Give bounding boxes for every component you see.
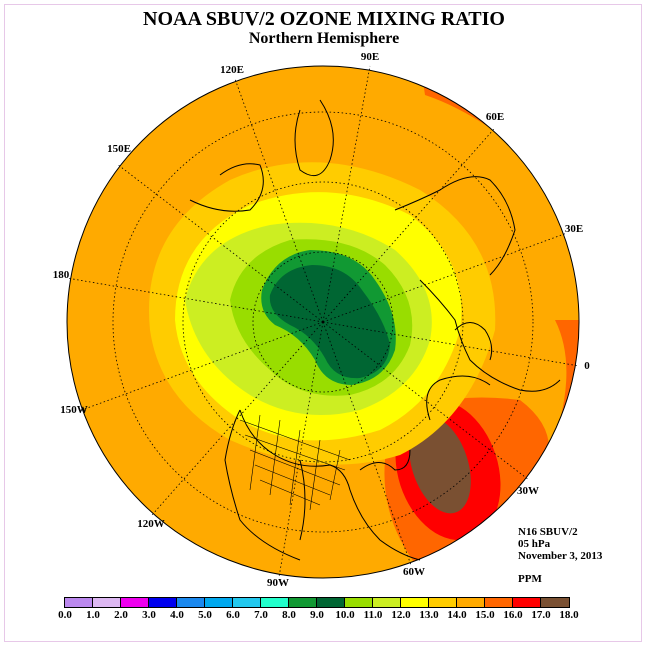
brown-peak xyxy=(409,416,471,514)
lon-label-60w: 60W xyxy=(403,566,425,578)
dark-green-core xyxy=(269,265,390,379)
colorbar-tick-label: 15.0 xyxy=(475,609,495,621)
colorbar-tick-label: 17.0 xyxy=(531,609,551,621)
date-label: November 3, 2013 xyxy=(518,550,603,562)
map-boundary xyxy=(66,65,580,579)
colorbar-tick-label: 0.0 xyxy=(58,609,72,621)
colorbar-tick-label: 9.0 xyxy=(310,609,324,621)
colorbar-cell xyxy=(233,598,261,607)
colorbar-cell xyxy=(457,598,485,607)
colorbar-tick-label: 8.0 xyxy=(282,609,296,621)
lon-label-150e: 150E xyxy=(107,143,131,155)
ozone-field xyxy=(67,66,579,578)
lon-label-30e: 30E xyxy=(564,223,584,235)
colorbar-tick-label: 16.0 xyxy=(503,609,523,621)
lon-label-180: 180 xyxy=(52,269,70,281)
colorbar-tick-label: 5.0 xyxy=(198,609,212,621)
colorbar-cell xyxy=(261,598,289,607)
colorbar-cell xyxy=(541,598,569,607)
colorbar-cell xyxy=(345,598,373,607)
lon-label-150w: 150W xyxy=(60,404,88,416)
map-title: NOAA SBUV/2 OZONE MIXING RATIO xyxy=(143,8,505,30)
colorbar-cell xyxy=(65,598,93,607)
lon-label-120w: 120W xyxy=(137,518,165,530)
pressure-level-label: 05 hPa xyxy=(518,538,551,550)
map-subtitle: Northern Hemisphere xyxy=(248,30,400,47)
colorbar-tick-label: 1.0 xyxy=(86,609,100,621)
colorbar-cell xyxy=(289,598,317,607)
colorbar-tick-label: 10.0 xyxy=(335,609,355,621)
colorbar-tick-label: 11.0 xyxy=(363,609,383,621)
colorbar-cell xyxy=(513,598,541,607)
lon-label-90w: 90W xyxy=(267,577,289,589)
colorbar-tick-label: 4.0 xyxy=(170,609,184,621)
colorbar-cell xyxy=(317,598,345,607)
colorbar-cell xyxy=(93,598,121,607)
colorbar-cell xyxy=(485,598,513,607)
colorbar-tick-label: 12.0 xyxy=(391,609,411,621)
colorbar-tick-label: 7.0 xyxy=(254,609,268,621)
figure-frame xyxy=(4,4,642,642)
colorbar-cell xyxy=(177,598,205,607)
colorbar-cell xyxy=(121,598,149,607)
lon-label-30w: 30W xyxy=(517,485,539,497)
colorbar-tick-label: 2.0 xyxy=(114,609,128,621)
colorbar-tick-label: 3.0 xyxy=(142,609,156,621)
colorbar xyxy=(64,597,570,608)
lon-label-120e: 120E xyxy=(220,64,244,76)
colorbar-tick-label: 14.0 xyxy=(447,609,467,621)
units-label: PPM xyxy=(518,573,542,585)
us-state-boundaries xyxy=(239,414,351,511)
lon-label-60e: 60E xyxy=(485,111,505,123)
colorbar-cell xyxy=(429,598,457,607)
colorbar-cell xyxy=(205,598,233,607)
colorbar-cell xyxy=(149,598,177,607)
graticule xyxy=(66,65,580,578)
lon-label-0: 0 xyxy=(584,360,590,372)
colorbar-tick-label: 13.0 xyxy=(419,609,439,621)
colorbar-cell xyxy=(401,598,429,607)
coastlines xyxy=(189,99,561,561)
colorbar-cell xyxy=(373,598,401,607)
colorbar-tick-label: 18.0 xyxy=(559,609,579,621)
lon-label-90e: 90E xyxy=(360,51,380,63)
instrument-label: N16 SBUV/2 xyxy=(518,526,578,538)
colorbar-tick-label: 6.0 xyxy=(226,609,240,621)
orange-band-southeast xyxy=(555,320,579,420)
